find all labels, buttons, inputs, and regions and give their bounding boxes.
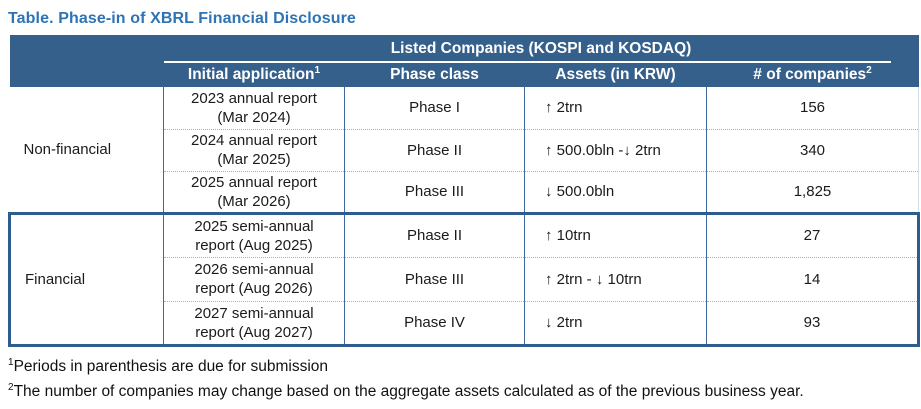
companies-cell: 14 (706, 256, 920, 301)
initial-application-cell: 2023 annual report (Mar 2024) (163, 87, 345, 129)
column-header-row: Initial application1 Phase class Assets … (10, 63, 919, 87)
listed-companies-header: Listed Companies (KOSPI and KOSDAQ) (163, 35, 919, 63)
footnotes: 1Periods in parenthesis are due for subm… (8, 352, 921, 402)
table-row: Non-financial 2023 annual report (Mar 202… (10, 87, 919, 158)
phase-class-cell: Phase I (344, 87, 525, 129)
column-header-initial-application: Initial application1 (163, 63, 345, 87)
phase-class-cell: Phase III (344, 170, 525, 213)
initial-application-cell: 2025 semi-annual report (Aug 2025) (163, 211, 345, 257)
companies-cell: 27 (706, 211, 920, 257)
category-header-cell (9, 35, 164, 87)
initial-application-cell: 2026 semi-annual report (Aug 2026) (163, 256, 345, 301)
assets-cell: ↓ 2trn (524, 300, 707, 347)
footnote-marker-1: 1 (314, 65, 321, 77)
initial-application-cell: 2027 semi-annual report (Aug 2027) (163, 300, 345, 347)
companies-cell: 93 (706, 300, 920, 347)
footnote-marker-2: 2 (866, 65, 872, 77)
assets-cell: ↑ 10trn (524, 211, 707, 257)
category-cell-non-financial: Non-financial (23, 140, 112, 158)
assets-cell: ↑ 500.0bln -↓ 2trn (524, 128, 707, 171)
initial-application-cell: 2024 annual report (Mar 2025) (163, 128, 345, 171)
category-cell-financial: Financial (8, 211, 164, 347)
phase-class-cell: Phase II (344, 211, 525, 257)
table-row: 2024 annual report (Mar 2025) Phase II ↑ … (10, 128, 919, 171)
assets-cell: ↓ 500.0bln (524, 170, 707, 213)
column-header-assets: Assets (in KRW) (524, 63, 707, 87)
assets-cell: ↑ 2trn (524, 87, 707, 129)
phase-class-cell: Phase IV (344, 300, 525, 347)
column-header-phase-class: Phase class (344, 63, 525, 87)
companies-cell: 1,825 (706, 170, 919, 213)
page: Table. Phase-in of XBRL Financial Disclo… (0, 10, 921, 409)
phase-class-cell: Phase II (344, 128, 525, 171)
assets-cell: ↑ 2trn - ↓ 10trn (524, 256, 707, 301)
companies-cell: 340 (706, 128, 919, 171)
table-row: 2027 semi-annual report (Aug 2027) Phase … (10, 300, 920, 347)
phase-class-cell: Phase III (344, 256, 525, 301)
footnote-1: 1Periods in parenthesis are due for subm… (8, 356, 329, 375)
table-row: 2025 annual report (Mar 2026) Phase III ↓… (10, 170, 919, 213)
initial-application-cell: 2025 annual report (Mar 2026) (163, 170, 345, 213)
footnote-2: 2The number of companies may change base… (8, 381, 804, 400)
table-row: Financial 2025 semi-annual report (Aug 20… (8, 211, 920, 347)
group-header-row: Listed Companies (KOSPI and KOSDAQ) (9, 35, 919, 87)
listed-companies-label: Listed Companies (KOSPI and KOSDAQ) (390, 40, 692, 57)
table-title: Table. Phase-in of XBRL Financial Disclo… (8, 10, 356, 27)
column-header-companies: # of companies2 (706, 63, 919, 87)
phase-in-table: Listed Companies (KOSPI and KOSDAQ) Init… (8, 35, 920, 347)
companies-cell: 156 (706, 87, 919, 129)
table-row: 2026 semi-annual report (Aug 2026) Phase … (10, 256, 920, 301)
